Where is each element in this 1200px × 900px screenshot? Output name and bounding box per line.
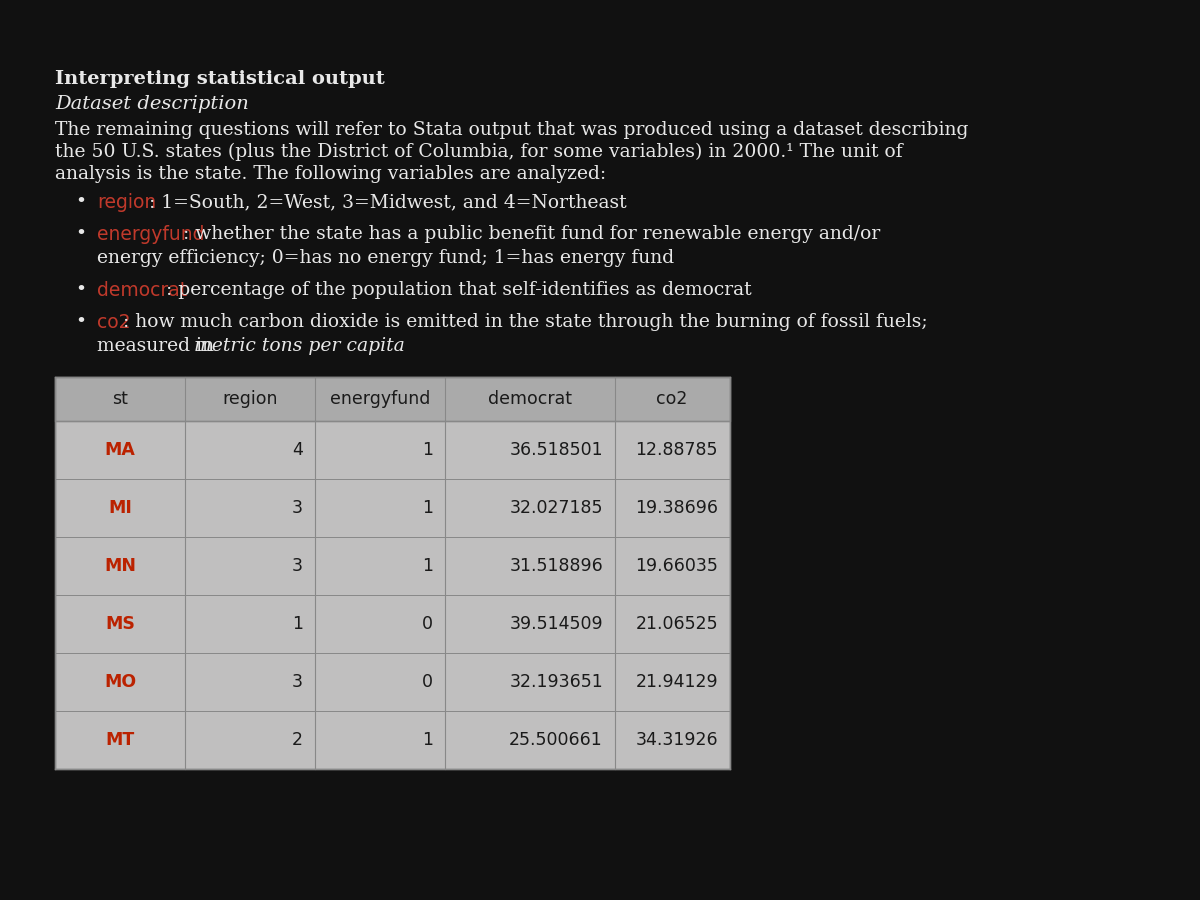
Text: 1: 1 [422,731,433,749]
Text: •: • [74,313,86,331]
Text: region: region [97,193,156,212]
Text: 25.500661: 25.500661 [509,731,604,749]
Text: 21.94129: 21.94129 [635,673,718,691]
Text: 21.06525: 21.06525 [635,615,718,633]
Text: 31.518896: 31.518896 [509,557,604,575]
Text: analysis is the state. The following variables are analyzed:: analysis is the state. The following var… [55,165,606,183]
Text: Interpreting statistical output: Interpreting statistical output [55,70,385,88]
Text: MN: MN [104,557,136,575]
Text: : whether the state has a public benefit fund for renewable energy and/or: : whether the state has a public benefit… [182,225,881,243]
Text: co2: co2 [656,390,688,408]
Text: MO: MO [104,673,136,691]
Text: 2: 2 [292,731,302,749]
Text: MT: MT [106,731,134,749]
Text: 39.514509: 39.514509 [509,615,604,633]
Text: 3: 3 [292,673,302,691]
Text: •: • [74,193,86,211]
Text: Dataset description: Dataset description [55,95,248,113]
Text: •: • [74,225,86,243]
Text: 0: 0 [422,615,433,633]
Text: 3: 3 [292,557,302,575]
Text: : percentage of the population that self-identifies as democrat: : percentage of the population that self… [166,281,751,299]
Text: 1: 1 [292,615,302,633]
Text: 19.66035: 19.66035 [635,557,718,575]
Text: 4: 4 [292,441,302,459]
Text: metric tons per capita: metric tons per capita [194,337,404,355]
Text: The remaining questions will refer to Stata output that was produced using a dat: The remaining questions will refer to St… [55,121,968,139]
Text: measured in: measured in [97,337,220,355]
Text: co2: co2 [97,313,131,332]
Text: 3: 3 [292,499,302,517]
Text: energyfund: energyfund [330,390,430,408]
Bar [55,377,730,421]
Text: democrat: democrat [97,281,187,300]
Text: 32.193651: 32.193651 [509,673,604,691]
Text: 1: 1 [422,441,433,459]
Text: 12.88785: 12.88785 [636,441,718,459]
Text: 1: 1 [422,557,433,575]
Text: 1: 1 [422,499,433,517]
Text: : 1=South, 2=West, 3=Midwest, and 4=Northeast: : 1=South, 2=West, 3=Midwest, and 4=Nort… [149,193,626,211]
Text: MA: MA [104,441,136,459]
Text: st: st [112,390,128,408]
Text: energy efficiency; 0=has no energy fund; 1=has energy fund: energy efficiency; 0=has no energy fund;… [97,249,674,267]
Text: : how much carbon dioxide is emitted in the state through the burning of fossil : : how much carbon dioxide is emitted in … [122,313,928,331]
Text: the 50 U.S. states (plus the District of Columbia, for some variables) in 2000.¹: the 50 U.S. states (plus the District of… [55,143,902,161]
Text: 34.31926: 34.31926 [635,731,718,749]
Text: region: region [222,390,277,408]
Bar [55,377,730,769]
Text: energyfund: energyfund [97,225,204,244]
Text: 36.518501: 36.518501 [509,441,604,459]
Text: MI: MI [108,499,132,517]
Text: 32.027185: 32.027185 [510,499,604,517]
Text: 19.38696: 19.38696 [635,499,718,517]
Text: democrat: democrat [488,390,572,408]
Text: 0: 0 [422,673,433,691]
Text: MS: MS [106,615,134,633]
Text: •: • [74,281,86,299]
